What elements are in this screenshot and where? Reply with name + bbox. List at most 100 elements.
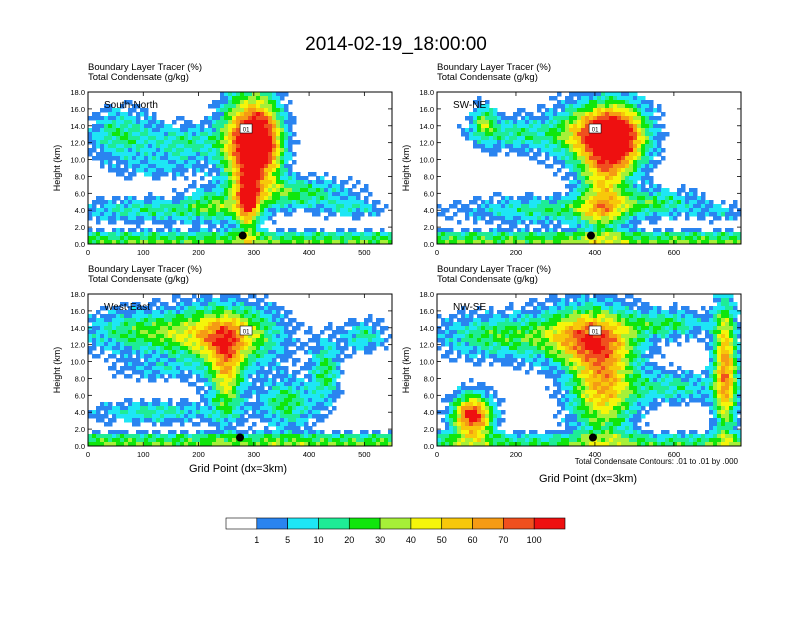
- heatmap-cell: [276, 354, 281, 359]
- heatmap-cell: [268, 334, 273, 339]
- heatmap-cell: [216, 422, 221, 427]
- heatmap-cell: [280, 140, 285, 145]
- heatmap-cell: [116, 236, 121, 241]
- heatmap-cell: [649, 160, 654, 165]
- heatmap-cell: [657, 196, 662, 201]
- heatmap-cell: [252, 132, 257, 137]
- heatmap-cell: [272, 136, 277, 141]
- heatmap-cell: [617, 140, 622, 145]
- heatmap-cell: [469, 124, 474, 129]
- heatmap-cell: [264, 164, 269, 169]
- heatmap-cell: [112, 430, 117, 435]
- heatmap-cell: [200, 208, 205, 213]
- heatmap-cell: [216, 144, 221, 149]
- heatmap-cell: [104, 318, 109, 323]
- heatmap-cell: [577, 188, 582, 193]
- heatmap-cell: [493, 212, 498, 217]
- heatmap-cell: [176, 374, 181, 379]
- heatmap-cell: [553, 144, 558, 149]
- heatmap-cell: [216, 402, 221, 407]
- heatmap-cell: [148, 212, 153, 217]
- heatmap-cell: [537, 200, 542, 205]
- heatmap-cell: [232, 342, 237, 347]
- heatmap-cell: [156, 132, 161, 137]
- heatmap-cell: [160, 152, 165, 157]
- heatmap-cell: [164, 418, 169, 423]
- heatmap-cell: [212, 132, 217, 137]
- heatmap-cell: [577, 220, 582, 225]
- heatmap-cell: [228, 176, 233, 181]
- heatmap-cell: [601, 184, 606, 189]
- heatmap-cell: [168, 406, 173, 411]
- heatmap-cell: [585, 140, 590, 145]
- heatmap-cell: [208, 418, 213, 423]
- heatmap-cell: [220, 188, 225, 193]
- heatmap-cell: [140, 374, 145, 379]
- heatmap-cell: [100, 418, 105, 423]
- heatmap-cell: [192, 366, 197, 371]
- heatmap-cell: [112, 220, 117, 225]
- heatmap-cell: [188, 406, 193, 411]
- heatmap-cell: [108, 366, 113, 371]
- heatmap-cell: [348, 236, 353, 241]
- heatmap-cell: [224, 172, 229, 177]
- heatmap-cell: [272, 204, 277, 209]
- heatmap-cell: [268, 414, 273, 419]
- heatmap-cell: [204, 132, 209, 137]
- heatmap-cell: [256, 430, 261, 435]
- heatmap-cell: [561, 120, 566, 125]
- heatmap-cell: [140, 232, 145, 237]
- heatmap-cell: [220, 382, 225, 387]
- heatmap-cell: [601, 192, 606, 197]
- heatmap-cell: [565, 204, 570, 209]
- heatmap-cell: [184, 310, 189, 315]
- heatmap-cell: [505, 212, 510, 217]
- heatmap-cell: [613, 180, 618, 185]
- heatmap-cell: [192, 422, 197, 427]
- heatmap-cell: [144, 366, 149, 371]
- heatmap-cell: [140, 366, 145, 371]
- heatmap-cell: [200, 362, 205, 367]
- heatmap-cell: [240, 342, 245, 347]
- heatmap-cell: [112, 322, 117, 327]
- heatmap-cell: [541, 236, 546, 241]
- heatmap-cell: [276, 306, 281, 311]
- heatmap-cell: [308, 192, 313, 197]
- heatmap-cell: [104, 406, 109, 411]
- heatmap-cell: [104, 334, 109, 339]
- heatmap-cell: [701, 212, 706, 217]
- heatmap-cell: [192, 160, 197, 165]
- heatmap-cell: [240, 96, 245, 101]
- heatmap-cell: [108, 322, 113, 327]
- heatmap-cell: [609, 92, 614, 97]
- heatmap-cell: [176, 294, 181, 299]
- heatmap-cell: [208, 152, 213, 157]
- heatmap-cell: [332, 204, 337, 209]
- heatmap-cell: [312, 172, 317, 177]
- heatmap-cell: [172, 362, 177, 367]
- heatmap-cell: [128, 318, 133, 323]
- heatmap-cell: [449, 232, 454, 237]
- heatmap-cell: [168, 156, 173, 161]
- heatmap-cell: [240, 192, 245, 197]
- heatmap-cell: [184, 306, 189, 311]
- heatmap-cell: [272, 302, 277, 307]
- heatmap-cell: [220, 398, 225, 403]
- heatmap-cell: [545, 140, 550, 145]
- heatmap-cell: [445, 236, 450, 241]
- heatmap-cell: [268, 120, 273, 125]
- heatmap-cell: [180, 322, 185, 327]
- heatmap-cell: [256, 366, 261, 371]
- heatmap-cell: [625, 184, 630, 189]
- heatmap-cell: [272, 160, 277, 165]
- heatmap-cell: [613, 136, 618, 141]
- heatmap-cell: [569, 164, 574, 169]
- heatmap-cell: [156, 326, 161, 331]
- heatmap-cell: [469, 120, 474, 125]
- heatmap-cell: [685, 228, 690, 233]
- heatmap-cell: [701, 208, 706, 213]
- heatmap-cell: [665, 204, 670, 209]
- heatmap-cell: [625, 136, 630, 141]
- heatmap-cell: [521, 228, 526, 233]
- heatmap-cell: [513, 220, 518, 225]
